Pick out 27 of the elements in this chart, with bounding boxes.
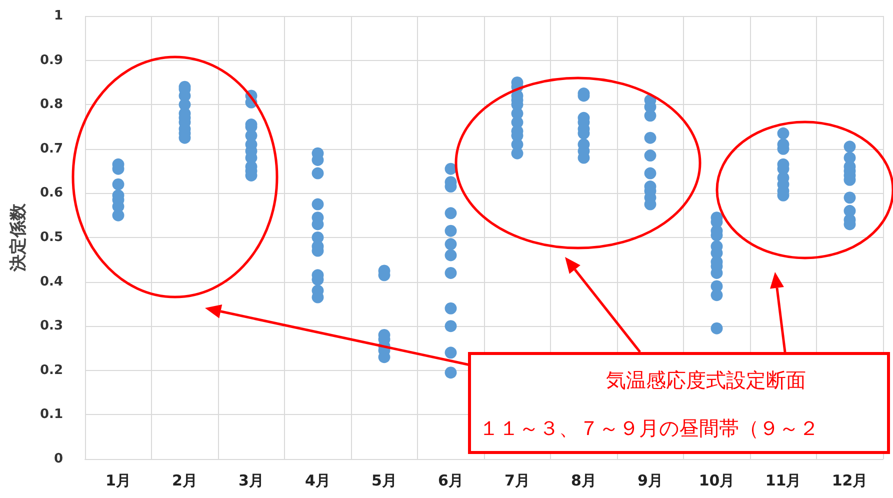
y-tick-label: 1 <box>54 8 63 24</box>
y-tick-label: 0.5 <box>40 230 63 245</box>
x-tick-label: 1月 <box>106 472 131 490</box>
y-tick-label: 0.4 <box>40 274 63 290</box>
y-tick-label: 0.3 <box>40 318 63 334</box>
x-tick-label: 8月 <box>571 472 596 490</box>
y-tick-label: 0.1 <box>40 407 63 422</box>
y-tick-label: 0.9 <box>40 52 63 68</box>
x-tick-label: 5月 <box>372 472 397 490</box>
y-tick-label: 0.6 <box>40 186 63 201</box>
x-tick-label: 7月 <box>504 472 530 490</box>
y-tick-label: 0 <box>54 452 63 466</box>
x-tick-label: 11月 <box>765 472 802 490</box>
y-tick-label: 0.2 <box>40 362 63 378</box>
annotation: １１～３、７～９月の昼間帯（９～２ <box>479 415 819 442</box>
x-tick-label: 3月 <box>238 472 264 490</box>
annotation: 気温感応度式設定断面 <box>606 367 806 394</box>
x-tick-label: 9月 <box>638 472 663 490</box>
text-box: 気温感応度式設定断面 １１～３、７～９月の昼間帯（９～２ <box>468 352 890 454</box>
x-tick-label: 12月 <box>832 472 868 490</box>
y-axis-title: 決定係数 <box>8 202 28 272</box>
y-tick-label: 0.8 <box>40 97 63 112</box>
y-tick-label: 0.7 <box>40 141 63 156</box>
x-tick-label: 4月 <box>305 472 330 490</box>
x-tick-label: 10月 <box>698 472 735 490</box>
x-tick-label: 6月 <box>438 472 464 490</box>
x-tick-label: 2月 <box>172 472 198 490</box>
